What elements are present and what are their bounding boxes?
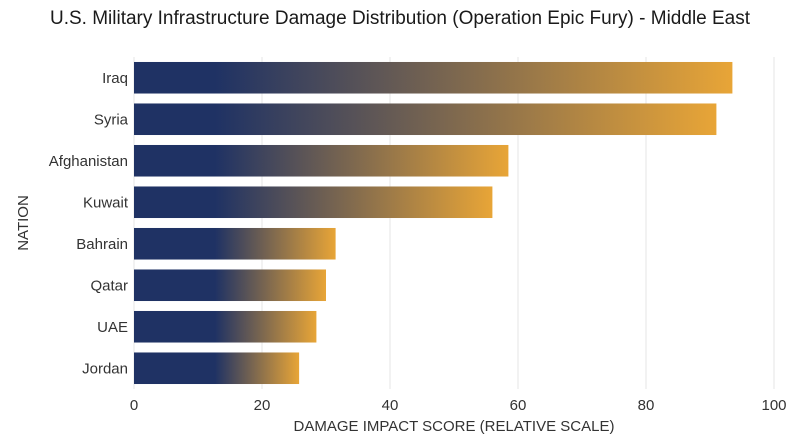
x-axis-label: DAMAGE IMPACT SCORE (RELATIVE SCALE) [294,418,615,435]
y-category-label: Syria [94,111,129,128]
x-tick-label: 80 [638,397,655,414]
bar-syria [134,103,717,136]
y-category-label: Afghanistan [49,153,128,170]
bar-bahrain [134,227,336,260]
x-tick-label: 40 [382,397,399,414]
y-category-label: Qatar [90,277,128,294]
bar-uae [134,310,317,343]
bar-kuwait [134,186,493,219]
y-axis-label: NATION [15,195,32,251]
x-tick-label: 100 [761,397,786,414]
bar-afghanistan [134,144,509,177]
y-category-label: Bahrain [76,236,128,253]
bar-qatar [134,269,326,302]
bar-iraq [134,61,733,94]
y-category-label: Iraq [102,70,128,87]
label-layer: 0 20 40 60 80 100 Iraq Syria Afghanistan Kuwait Ba… [49,70,787,414]
x-tick-label: 0 [130,397,138,414]
bar-jordan [134,352,300,385]
x-tick-label: 60 [510,397,527,414]
bar-layer [134,61,733,385]
x-tick-label: 20 [254,397,271,414]
y-category-label: Jordan [82,360,128,377]
y-category-label: Kuwait [83,194,129,211]
chart-title: U.S. Military Infrastructure Damage Dist… [49,8,751,29]
y-category-label: UAE [97,319,128,336]
